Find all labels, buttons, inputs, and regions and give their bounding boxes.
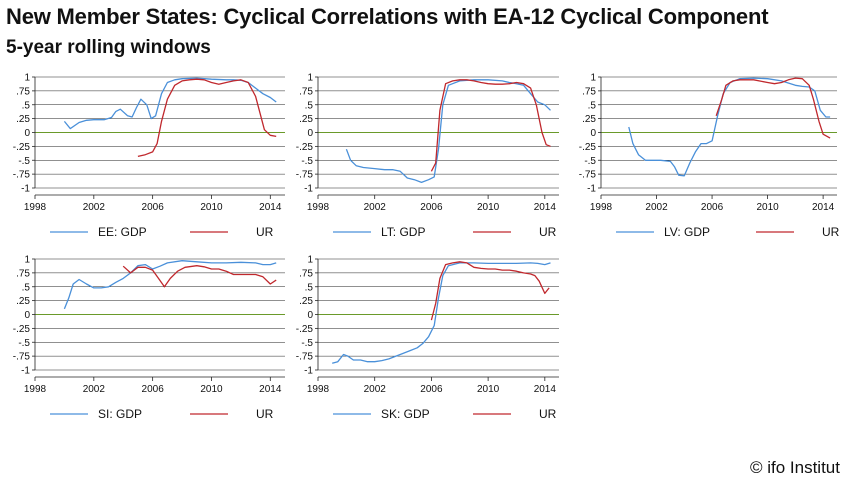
x-tick-label: 2006 <box>701 202 724 213</box>
x-tick-label: 2006 <box>420 384 443 395</box>
y-tick-label: .25 <box>299 114 313 125</box>
y-tick-label: 1 <box>24 255 30 266</box>
legend-label: UR <box>822 225 840 239</box>
y-tick-label: -.5 <box>301 156 313 167</box>
y-tick-label: -.75 <box>579 170 597 181</box>
series-line-ur <box>430 79 551 172</box>
x-tick-label: 2010 <box>200 384 223 395</box>
chart-panel-5: 1 .75 .5 .25 0 -.25 -.5 -.75 -1 1998 2002 2006 2010 2… <box>296 255 559 421</box>
y-tick-label: -.5 <box>18 156 30 167</box>
x-tick-label: 2014 <box>534 384 557 395</box>
x-tick-label: 2002 <box>83 384 106 395</box>
y-tick-label: -.25 <box>13 324 31 335</box>
series-line-gdp <box>332 262 551 364</box>
y-tick-label: .5 <box>22 282 31 293</box>
y-tick-label: -1 <box>21 184 30 195</box>
y-tick-label: -.25 <box>579 142 597 153</box>
series-line-gdp <box>63 77 277 130</box>
legend-label: LT: GDP <box>381 225 425 239</box>
series-line-ur <box>715 77 831 139</box>
y-tick-label: -.75 <box>13 170 31 181</box>
y-tick-label: -1 <box>587 184 596 195</box>
legend-label: UR <box>539 407 557 421</box>
x-tick-label: 2014 <box>812 202 835 213</box>
y-tick-label: .25 <box>582 114 596 125</box>
x-tick-label: 2006 <box>420 202 443 213</box>
chart-panel-3: 1 .75 .5 .25 0 -.25 -.5 -.75 -1 1998 2002 2006 2010 2… <box>579 73 840 240</box>
x-tick-label: 1998 <box>24 202 47 213</box>
legend-label: LV: GDP <box>664 225 710 239</box>
y-tick-label: -.5 <box>301 338 313 349</box>
x-tick-label: 2014 <box>259 202 282 213</box>
y-tick-label: .75 <box>299 268 313 279</box>
ifo-credit: © ifo Institut <box>749 458 840 477</box>
x-tick-label: 1998 <box>307 202 330 213</box>
x-tick-label: 2010 <box>477 202 500 213</box>
x-tick-label: 2002 <box>364 202 387 213</box>
legend-label: UR <box>256 407 274 421</box>
y-tick-label: .75 <box>16 86 30 97</box>
y-tick-label: 0 <box>24 128 30 139</box>
chart-subtitle: 5-year rolling windows <box>6 37 211 58</box>
chart-panel-1: 1 .75 .5 .25 0 -.25 -.5 -.75 -1 1998 2002 2006 2010 2… <box>13 73 285 239</box>
x-tick-label: 2010 <box>477 384 500 395</box>
series-line-ur <box>122 265 277 288</box>
chart-panel-2: 1 .75 .5 .25 0 -.25 -.5 -.75 -1 1998 2002 2006 2010 2… <box>296 73 559 239</box>
y-tick-label: .5 <box>588 100 597 111</box>
y-tick-label: -.25 <box>13 142 31 153</box>
y-tick-label: 0 <box>24 310 30 321</box>
legend-label: UR <box>256 225 274 239</box>
y-tick-label: -.75 <box>13 352 31 363</box>
x-tick-label: 2002 <box>645 202 668 213</box>
legend-label: UR <box>539 225 557 239</box>
y-tick-label: -.25 <box>296 324 314 335</box>
y-tick-label: .5 <box>305 282 314 293</box>
x-tick-label: 2014 <box>534 202 557 213</box>
legend-label: EE: GDP <box>98 225 147 239</box>
y-tick-label: 1 <box>307 255 313 266</box>
x-tick-label: 1998 <box>307 384 330 395</box>
x-tick-label: 2010 <box>756 202 779 213</box>
y-tick-label: .75 <box>582 86 596 97</box>
x-tick-label: 1998 <box>590 202 613 213</box>
x-tick-label: 1998 <box>24 384 47 395</box>
y-tick-label: -1 <box>304 366 313 377</box>
y-tick-label: .25 <box>16 114 30 125</box>
y-tick-label: -.5 <box>18 338 30 349</box>
y-tick-label: -1 <box>304 184 313 195</box>
series-line-gdp <box>63 260 277 310</box>
x-tick-label: 2006 <box>142 384 165 395</box>
x-tick-label: 2014 <box>259 384 282 395</box>
x-tick-label: 2002 <box>83 202 106 213</box>
y-tick-label: .5 <box>305 100 314 111</box>
y-tick-label: .75 <box>16 268 30 279</box>
series-line-ur <box>430 261 550 321</box>
chart-title: New Member States: Cyclical Correlations… <box>6 4 769 29</box>
y-tick-label: 0 <box>590 128 596 139</box>
y-tick-label: -.5 <box>584 156 596 167</box>
y-tick-label: .25 <box>16 296 30 307</box>
series-line-ur <box>137 78 277 158</box>
y-tick-label: .75 <box>299 86 313 97</box>
x-tick-label: 2006 <box>142 202 165 213</box>
y-tick-label: .5 <box>22 100 31 111</box>
series-line-gdp <box>345 79 551 184</box>
y-tick-label: 0 <box>307 128 313 139</box>
x-tick-label: 2002 <box>364 384 387 395</box>
y-tick-label: 1 <box>307 73 313 84</box>
y-tick-label: .25 <box>299 296 313 307</box>
y-tick-label: 0 <box>307 310 313 321</box>
y-tick-label: -.75 <box>296 170 314 181</box>
y-tick-label: -1 <box>21 366 30 377</box>
chart-panel-4: 1 .75 .5 .25 0 -.25 -.5 -.75 -1 1998 2002 2006 2010 2… <box>13 255 285 421</box>
y-tick-label: 1 <box>590 73 596 84</box>
series-line-gdp <box>628 77 831 177</box>
y-tick-label: -.25 <box>296 142 314 153</box>
x-tick-label: 2010 <box>200 202 223 213</box>
y-tick-label: 1 <box>24 73 30 84</box>
legend-label: SK: GDP <box>381 407 430 421</box>
legend-label: SI: GDP <box>98 407 142 421</box>
y-tick-label: -.75 <box>296 352 314 363</box>
